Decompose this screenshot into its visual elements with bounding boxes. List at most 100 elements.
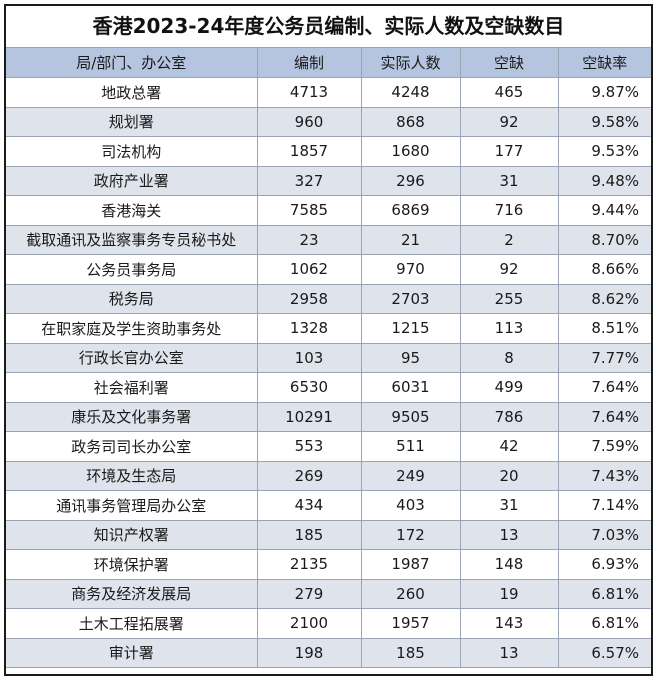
cell-actual-strength: 9505 (361, 402, 461, 432)
cell-vacancy-rate: 8.62% (558, 284, 651, 314)
table-row: 司法机构 1857 1680 177 9.53% (6, 136, 651, 167)
cell-actual-strength: 21 (361, 225, 461, 255)
cell-establishment: 23 (257, 225, 362, 255)
cell-actual-strength: 1215 (361, 313, 461, 344)
cell-department: 行政长官办公室 (6, 343, 258, 373)
cell-establishment: 279 (257, 579, 362, 609)
cell-vacancy-rate: 7.64% (558, 372, 651, 403)
table-row: 在职家庭及学生资助事务处 1328 1215 113 8.51% (6, 313, 651, 344)
cell-vacancies: 19 (460, 579, 559, 609)
cell-department: 土木工程拓展署 (6, 608, 258, 639)
cell-vacancies: 786 (460, 402, 559, 432)
cell-department: 政府产业署 (6, 166, 258, 196)
cell-actual-strength: 868 (361, 107, 461, 137)
table-frame: 香港2023-24年度公务员编制、实际人数及空缺数目 局/部门、办公室 编制 实… (4, 4, 653, 676)
table-row: 康乐及文化事务署 10291 9505 786 7.64% (6, 402, 651, 432)
cell-department: 知识产权署 (6, 520, 258, 550)
cell-vacancy-rate: 7.77% (558, 343, 651, 373)
cell-vacancy-rate: 6.81% (558, 579, 651, 609)
cell-vacancy-rate: 8.70% (558, 225, 651, 255)
cell-establishment: 2135 (257, 549, 362, 580)
table-row: 商务及经济发展局 279 260 19 6.81% (6, 579, 651, 609)
cell-vacancies: 716 (460, 195, 559, 226)
cell-vacancies: 8 (460, 343, 559, 373)
cell-actual-strength: 4248 (361, 77, 461, 108)
cell-department: 香港海关 (6, 195, 258, 226)
vacancy-table: 局/部门、办公室 编制 实际人数 空缺 空缺率 地政总署 4713 4248 465 9… (6, 48, 651, 668)
cell-establishment: 1328 (257, 313, 362, 344)
cell-department: 康乐及文化事务署 (6, 402, 258, 432)
cell-actual-strength: 2703 (361, 284, 461, 314)
table-row: 地政总署 4713 4248 465 9.87% (6, 77, 651, 108)
cell-establishment: 198 (257, 638, 362, 668)
cell-establishment: 6530 (257, 372, 362, 403)
cell-establishment: 185 (257, 520, 362, 550)
cell-establishment: 269 (257, 461, 362, 491)
cell-department: 环境及生态局 (6, 461, 258, 491)
table-row: 公务员事务局 1062 970 92 8.66% (6, 254, 651, 285)
cell-establishment: 960 (257, 107, 362, 137)
cell-actual-strength: 296 (361, 166, 461, 196)
cell-vacancies: 143 (460, 608, 559, 639)
cell-establishment: 1857 (257, 136, 362, 167)
cell-establishment: 2100 (257, 608, 362, 639)
cell-department: 截取通讯及监察事务专员秘书处 (6, 225, 258, 255)
cell-vacancies: 2 (460, 225, 559, 255)
cell-vacancies: 255 (460, 284, 559, 314)
cell-establishment: 434 (257, 490, 362, 521)
cell-establishment: 1062 (257, 254, 362, 285)
cell-vacancies: 31 (460, 166, 559, 196)
cell-department: 在职家庭及学生资助事务处 (6, 313, 258, 344)
cell-establishment: 2958 (257, 284, 362, 314)
cell-actual-strength: 6869 (361, 195, 461, 226)
cell-vacancy-rate: 9.87% (558, 77, 651, 108)
cell-vacancies: 13 (460, 638, 559, 668)
cell-vacancies: 92 (460, 107, 559, 137)
table-row: 环境保护署 2135 1987 148 6.93% (6, 549, 651, 580)
cell-actual-strength: 260 (361, 579, 461, 609)
cell-department: 通讯事务管理局办公室 (6, 490, 258, 521)
table-row: 社会福利署 6530 6031 499 7.64% (6, 372, 651, 403)
cell-actual-strength: 185 (361, 638, 461, 668)
cell-vacancy-rate: 6.81% (558, 608, 651, 639)
cell-actual-strength: 1987 (361, 549, 461, 580)
cell-actual-strength: 403 (361, 490, 461, 521)
cell-actual-strength: 1957 (361, 608, 461, 639)
cell-vacancy-rate: 8.66% (558, 254, 651, 285)
cell-vacancy-rate: 7.64% (558, 402, 651, 432)
table-title: 香港2023-24年度公务员编制、实际人数及空缺数目 (6, 6, 651, 48)
cell-vacancy-rate: 7.59% (558, 431, 651, 462)
cell-vacancies: 92 (460, 254, 559, 285)
cell-establishment: 553 (257, 431, 362, 462)
cell-department: 公务员事务局 (6, 254, 258, 285)
cell-actual-strength: 970 (361, 254, 461, 285)
table-row: 知识产权署 185 172 13 7.03% (6, 520, 651, 550)
cell-actual-strength: 511 (361, 431, 461, 462)
cell-department: 规划署 (6, 107, 258, 137)
table-row: 政府产业署 327 296 31 9.48% (6, 166, 651, 196)
table-row: 审计署 198 185 13 6.57% (6, 638, 651, 668)
header-actual-strength: 实际人数 (361, 48, 461, 78)
table-row: 截取通讯及监察事务专员秘书处 23 21 2 8.70% (6, 225, 651, 255)
cell-vacancy-rate: 9.48% (558, 166, 651, 196)
header-vacancies: 空缺 (460, 48, 559, 78)
cell-vacancies: 13 (460, 520, 559, 550)
cell-department: 司法机构 (6, 136, 258, 167)
cell-vacancy-rate: 7.43% (558, 461, 651, 491)
cell-department: 环境保护署 (6, 549, 258, 580)
cell-vacancy-rate: 9.44% (558, 195, 651, 226)
cell-vacancy-rate: 9.58% (558, 107, 651, 137)
cell-department: 审计署 (6, 638, 258, 668)
cell-vacancy-rate: 6.93% (558, 549, 651, 580)
table-row: 土木工程拓展署 2100 1957 143 6.81% (6, 608, 651, 639)
header-row: 局/部门、办公室 编制 实际人数 空缺 空缺率 (6, 48, 651, 78)
header-establishment: 编制 (257, 48, 362, 78)
table-row: 行政长官办公室 103 95 8 7.77% (6, 343, 651, 373)
cell-vacancies: 113 (460, 313, 559, 344)
cell-vacancies: 148 (460, 549, 559, 580)
cell-actual-strength: 249 (361, 461, 461, 491)
cell-establishment: 103 (257, 343, 362, 373)
cell-vacancies: 31 (460, 490, 559, 521)
cell-actual-strength: 172 (361, 520, 461, 550)
table-row: 通讯事务管理局办公室 434 403 31 7.14% (6, 490, 651, 521)
